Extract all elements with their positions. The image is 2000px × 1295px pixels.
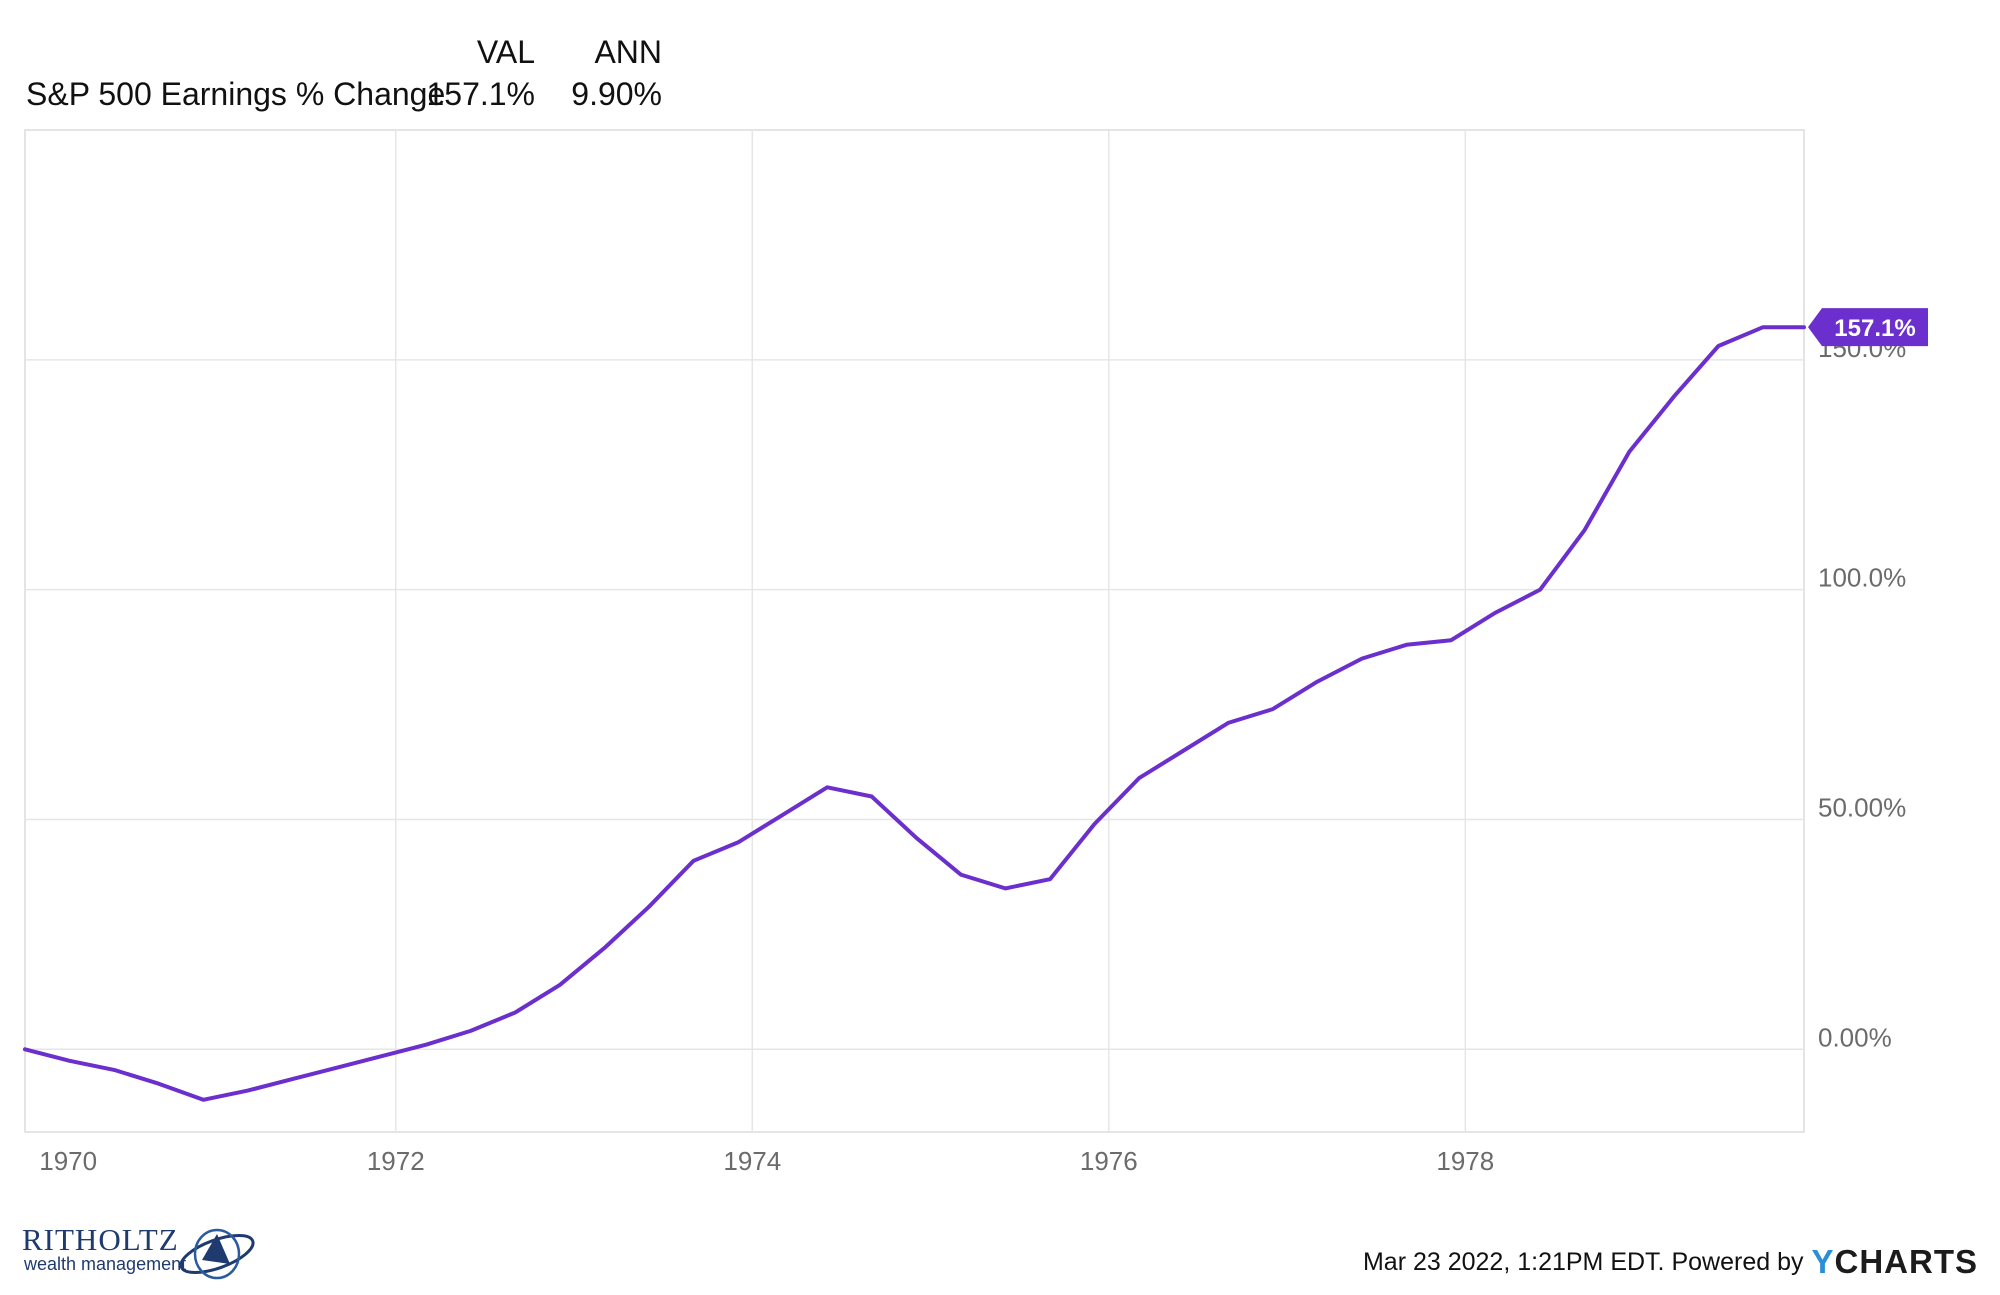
- badge-text: 157.1%: [1834, 315, 1915, 342]
- x-tick-label: 1970: [39, 1146, 97, 1176]
- y-axis: 0.00%50.00%100.0%150.0%: [1818, 333, 1906, 1052]
- end-value-badge: 157.1%: [1808, 308, 1928, 347]
- ritholtz-logo: RITHOLTZ wealth management: [22, 1220, 255, 1280]
- ycharts-logo: YCHARTS: [1811, 1243, 1978, 1281]
- logo-emblem-icon: [179, 1228, 255, 1280]
- y-tick-label: 0.00%: [1818, 1022, 1892, 1052]
- legend-val: 157.1%: [426, 76, 535, 112]
- footer: Mar 23 2022, 1:21PM EDT. Powered by YCHA…: [1363, 1243, 1978, 1281]
- footer-timestamp: Mar 23 2022, 1:21PM EDT. Powered by: [1362, 1247, 1804, 1276]
- y-tick-label: 100.0%: [1818, 563, 1906, 593]
- legend-series-name: S&P 500 Earnings % Change: [26, 76, 445, 112]
- x-tick-label: 1974: [723, 1146, 781, 1176]
- plot-area: [24, 129, 1805, 1133]
- y-tick-label: 50.00%: [1818, 792, 1906, 822]
- legend-col-ann: ANN: [594, 34, 662, 70]
- badge-shape: [1808, 308, 1928, 347]
- grid: [25, 130, 1804, 1132]
- ycharts-logo-text: CHARTS: [1834, 1243, 1978, 1280]
- x-axis: 1970 1972 1974 1976 1978: [39, 1146, 1494, 1176]
- legend: VAL ANN S&P 500 Earnings % Change 157.1%…: [26, 34, 662, 112]
- logo-name: RITHOLTZ: [22, 1222, 179, 1257]
- x-tick-label: 1972: [367, 1146, 425, 1176]
- x-tick-label: 1976: [1080, 1146, 1138, 1176]
- legend-col-val: VAL: [477, 34, 535, 70]
- series-line: [23, 325, 1806, 1102]
- legend-ann: 9.90%: [571, 76, 662, 112]
- x-tick-label: 1978: [1436, 1146, 1494, 1176]
- ycharts-logo-y: Y: [1811, 1243, 1835, 1280]
- logo-subtitle: wealth management: [24, 1254, 187, 1274]
